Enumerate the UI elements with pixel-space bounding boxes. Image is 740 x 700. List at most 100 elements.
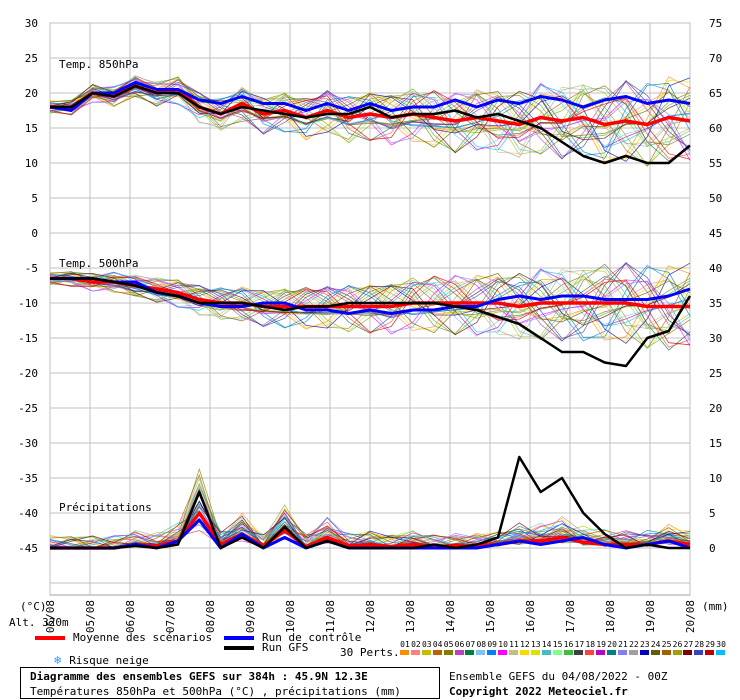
- x-tick-label: 16/08: [524, 600, 537, 633]
- right-tick-label: 10: [709, 472, 722, 485]
- x-tick-label: 12/08: [364, 600, 377, 633]
- x-tick-label: 10/08: [284, 600, 297, 633]
- pert-label: 17: [574, 640, 585, 649]
- pert-label: 03: [421, 640, 432, 649]
- pert-label: 23: [639, 640, 650, 649]
- right-tick-label: 55: [709, 157, 722, 170]
- x-tick-label: 08/08: [204, 600, 217, 633]
- pert-swatch: [432, 650, 442, 655]
- pert-label: 14: [541, 640, 552, 649]
- pert-swatch: [661, 650, 671, 655]
- pert-label: 06: [454, 640, 465, 649]
- x-tick-label: 11/08: [324, 600, 337, 633]
- pert-swatch: [683, 650, 693, 655]
- perturbation-key: 01 02 03 04 05 06 07 08 09 10 11 12 13 14 15 16 17 18 19 20…: [400, 640, 730, 656]
- left-tick-label: 10: [25, 157, 38, 170]
- pert-label: 18: [585, 640, 596, 649]
- x-tick-label: 05/08: [44, 600, 57, 633]
- pert-swatch: [705, 650, 715, 655]
- right-tick-label: 75: [709, 17, 722, 30]
- pert-swatch: [421, 650, 431, 655]
- pert-label: 19: [596, 640, 606, 649]
- pert-label: 12: [520, 640, 530, 649]
- legend-control-label: Run de contrôle: [262, 631, 362, 644]
- pert-swatch: [650, 650, 660, 655]
- right-tick-label: 25: [709, 367, 722, 380]
- altitude-label: Alt. 320m: [9, 616, 69, 629]
- x-tick-label: 15/08: [484, 600, 497, 633]
- pert-label: 29: [705, 640, 715, 649]
- pert-swatch: [465, 650, 475, 655]
- perturbation-line: [49, 76, 691, 158]
- pert-swatch: [519, 650, 529, 655]
- pert-swatch: [443, 650, 453, 655]
- pert-swatch: [530, 650, 540, 655]
- pert-swatch: [552, 650, 562, 655]
- pert-label: 28: [694, 640, 705, 649]
- series-mean: [50, 276, 690, 309]
- pert-swatch: [498, 650, 508, 655]
- x-tick-label: 17/08: [564, 600, 577, 633]
- pert-swatch: [487, 650, 497, 655]
- left-tick-label: 30: [25, 17, 38, 30]
- pert-label: 08: [476, 640, 487, 649]
- left-tick-label: -30: [18, 437, 38, 450]
- pert-label: 25: [661, 640, 672, 649]
- pert-label: 05: [443, 640, 454, 649]
- pert-swatch: [541, 650, 551, 655]
- x-tick-label: 14/08: [444, 600, 457, 633]
- series-mean: [50, 511, 691, 550]
- pert-label: 30: [716, 640, 726, 649]
- panel-label-500: Temp. 500hPa: [59, 257, 139, 270]
- perturbation-line: [49, 272, 691, 336]
- right-tick-label: 0: [709, 542, 716, 555]
- left-tick-label: 25: [25, 52, 38, 65]
- x-tick-label: 20/08: [684, 600, 697, 633]
- unit-left: (°C): [20, 600, 47, 613]
- legend-gfs-swatch: [224, 646, 254, 650]
- pert-label: 11: [509, 640, 519, 649]
- left-tick-label: 20: [25, 87, 38, 100]
- right-tick-label: 35: [709, 297, 722, 310]
- x-tick-label: 07/08: [164, 600, 177, 633]
- pert-label: 13: [530, 640, 541, 649]
- legend-gfs-label: Run GFS: [262, 641, 309, 654]
- perturbation-line: [49, 263, 691, 341]
- left-tick-label: 15: [25, 122, 38, 135]
- x-tick-label: 13/08: [404, 600, 417, 633]
- right-tick-label: 30: [709, 332, 722, 345]
- legend-mean: Moyenne des scénarios: [35, 631, 212, 644]
- chart-series: [49, 81, 692, 550]
- legend-control-swatch: [224, 636, 254, 640]
- left-tick-label: -35: [18, 472, 38, 485]
- pert-label: 20: [607, 640, 617, 649]
- perturbation-line: [49, 272, 691, 336]
- axes: 302520151050-5-10-15-20-25-30-35-40-4575…: [18, 17, 722, 633]
- pert-swatch: [639, 650, 649, 655]
- x-tick-label: 09/08: [244, 600, 257, 633]
- perturbation-line: [49, 84, 691, 153]
- run-info: Ensemble GEFS du 04/08/2022 - 00Z: [449, 670, 668, 683]
- footer-box: Diagramme des ensembles GEFS sur 384h : …: [20, 667, 440, 699]
- pert-label: 21: [618, 640, 628, 649]
- right-tick-label: 20: [709, 402, 722, 415]
- left-tick-label: -45: [18, 542, 38, 555]
- copyright: Copyright 2022 Meteociel.fr: [449, 685, 628, 698]
- unit-right: (mm): [702, 600, 729, 613]
- x-tick-label: 19/08: [644, 600, 657, 633]
- legend-gfs: Run GFS: [224, 641, 308, 654]
- pert-label: 22: [629, 640, 639, 649]
- pert-label: 15: [552, 640, 563, 649]
- pert-swatch: [509, 650, 518, 655]
- legend-snow: ❄ Risque neige: [54, 653, 149, 667]
- perturbation-line: [49, 76, 691, 155]
- pert-swatch: [410, 650, 420, 655]
- perturbation-line: [49, 83, 691, 167]
- pert-label: 01: [400, 640, 410, 649]
- pert-swatch: [400, 650, 409, 655]
- pert-swatch: [618, 650, 627, 655]
- legend-snow-label: Risque neige: [69, 654, 149, 667]
- pert-swatch: [628, 650, 638, 655]
- pert-swatch: [596, 650, 606, 655]
